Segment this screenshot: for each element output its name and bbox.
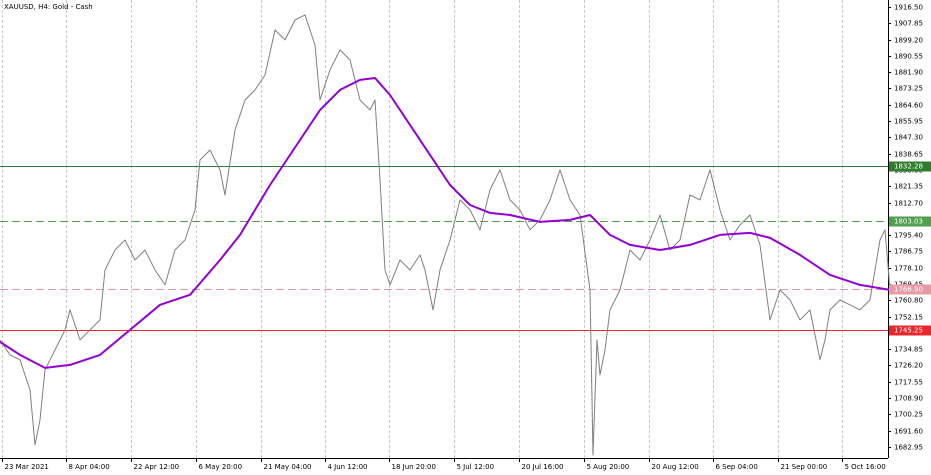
level-label: 1803.03 (894, 218, 923, 226)
x-tick-label: 21 May 04:00 (264, 463, 312, 471)
y-tick-label: 1682.95 (894, 444, 923, 452)
y-tick-label: 1786.75 (894, 248, 923, 256)
y-tick-label: 1760.80 (894, 297, 923, 305)
y-tick-label: 1864.60 (894, 102, 923, 110)
y-tick-label: 1881.90 (894, 69, 923, 77)
y-tick-label: 1812.70 (894, 200, 923, 208)
y-tick-label: 1916.50 (894, 4, 923, 12)
chart-title: XAUUSD, H4: Gold - Cash (4, 3, 93, 11)
y-tick-label: 1899.20 (894, 37, 923, 45)
series-line (0, 14, 891, 456)
y-tick-label: 1717.55 (894, 379, 923, 387)
y-tick-label: 1726.20 (894, 362, 923, 370)
y-tick-label: 1847.30 (894, 134, 923, 142)
y-tick-label: 1752.15 (894, 314, 923, 322)
y-tick-label: 1907.85 (894, 20, 923, 28)
level-label: 1745.25 (894, 327, 923, 335)
y-tick-label: 1821.35 (894, 183, 923, 191)
x-tick-label: 21 Sep 00:00 (781, 463, 828, 471)
x-tick-label: 22 Apr 12:00 (134, 463, 180, 471)
x-tick-label: 5 Jul 12:00 (457, 463, 495, 471)
level-label: 1832.28 (894, 163, 923, 171)
y-tick-label: 1778.10 (894, 265, 923, 273)
y-tick-label: 1890.55 (894, 53, 923, 61)
x-tick-label: 20 Jul 16:00 (522, 463, 564, 471)
level-label-box (889, 216, 931, 227)
y-tick-label: 1691.60 (894, 428, 923, 436)
y-tick-label: 1734.85 (894, 346, 923, 354)
level-label: 1766.90 (894, 286, 923, 294)
x-tick-label: 6 Sep 04:00 (716, 463, 758, 471)
x-tick-label: 8 Apr 04:00 (69, 463, 110, 471)
y-tick-label: 1795.40 (894, 232, 923, 240)
level-label-box (889, 325, 931, 336)
x-tick-label: 5 Oct 16:00 (845, 463, 886, 471)
x-tick-label: 4 Jun 12:00 (328, 463, 368, 471)
x-tick-label: 6 May 20:00 (199, 463, 243, 471)
y-tick-label: 1873.25 (894, 85, 923, 93)
level-label-box (889, 284, 931, 295)
series-line (0, 77, 891, 369)
y-tick-label: 1838.65 (894, 151, 923, 159)
y-tick-label: 1855.95 (894, 118, 923, 126)
x-tick-label: 20 Aug 12:00 (652, 463, 699, 471)
y-tick-label: 1700.25 (894, 411, 923, 419)
y-tick-label: 1708.90 (894, 395, 923, 403)
level-label-box (889, 161, 931, 172)
x-tick-label: 5 Aug 20:00 (587, 463, 630, 471)
x-tick-label: 18 Jun 20:00 (392, 463, 436, 471)
x-tick-label: 23 Mar 2021 (5, 463, 49, 471)
